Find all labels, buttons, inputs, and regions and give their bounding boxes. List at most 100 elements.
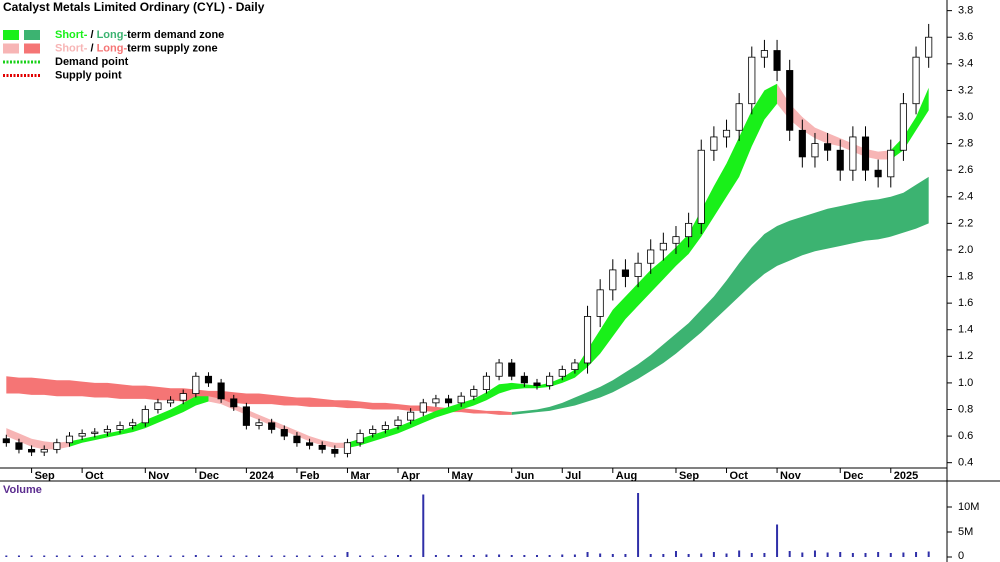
candle-body [217, 382, 225, 400]
volume-bar [599, 553, 602, 557]
volume-bar [687, 554, 690, 557]
y-tick-label: 1.0 [958, 377, 973, 389]
candle-body [444, 398, 453, 404]
candle-body [748, 56, 756, 105]
chart-title: Catalyst Metals Limited Ordinary (CYL) -… [3, 0, 265, 14]
candle-body [899, 103, 907, 151]
volume-bar [207, 555, 210, 557]
volume-bar [839, 552, 842, 557]
candle-body [318, 444, 326, 450]
candle-body [861, 136, 870, 171]
x-tick-label: Feb [300, 470, 320, 482]
volume-bar [472, 555, 475, 557]
y-tick-label: 3.4 [958, 58, 973, 70]
volume-bar [826, 552, 829, 557]
candle-body [583, 316, 592, 364]
x-tick-label: Sep [35, 470, 55, 482]
candle-body [381, 425, 389, 430]
volume-bar [674, 551, 677, 557]
volume-bar [548, 555, 551, 557]
legend-long: Long- [97, 42, 128, 54]
candle-body [457, 395, 465, 404]
volume-bar [662, 554, 665, 557]
y-tick-label: 1.4 [958, 324, 973, 336]
candle-body [659, 242, 667, 251]
x-tick-label: Apr [401, 470, 421, 482]
candle-body [470, 389, 478, 397]
y-tick-label: 0.6 [958, 430, 973, 442]
candle-body [621, 269, 629, 277]
volume-bar [523, 555, 526, 557]
volume-bar [434, 555, 437, 557]
volume-bar [927, 551, 930, 557]
volume-bar [877, 552, 880, 557]
volume-bar [55, 555, 58, 557]
volume-bar [359, 555, 362, 557]
legend-rest: term supply zone [127, 42, 217, 54]
y-tick-label: 3.8 [958, 5, 973, 17]
volume-bar [586, 552, 589, 557]
volume-title: Volume [3, 484, 42, 496]
volume-bar [346, 552, 349, 557]
volume-bar [384, 555, 387, 557]
volume-bar [93, 555, 96, 557]
volume-bar [232, 555, 235, 557]
volume-tick-label: 0 [958, 550, 964, 562]
volume-bar [30, 555, 33, 557]
candle-body [925, 36, 933, 58]
legend-swatch [24, 30, 40, 40]
candle-body [28, 448, 36, 453]
candle-body [887, 149, 895, 178]
volume-bar [371, 555, 374, 557]
legend-short: Short- [55, 29, 88, 41]
zone [69, 396, 209, 447]
y-tick-label: 2.2 [958, 217, 973, 229]
volume-bar [738, 550, 741, 557]
volume-bar [498, 554, 501, 557]
y-tick-label: 0.4 [958, 457, 973, 469]
volume-bar [801, 552, 804, 557]
candle-body [268, 422, 276, 430]
candle-body [65, 435, 74, 444]
volume-bar [460, 555, 463, 557]
candle-body [293, 435, 301, 444]
zone [511, 176, 929, 415]
legend-label: Supply point [55, 69, 122, 81]
volume-bar [902, 552, 905, 557]
volume-bar [535, 555, 538, 557]
volume-bar [763, 553, 766, 557]
y-tick-label: 2.4 [958, 191, 973, 203]
legend-sep: / [87, 42, 96, 54]
volume-bar [851, 553, 854, 557]
candle-body [129, 422, 137, 426]
volume-bar [258, 555, 261, 557]
y-tick-label: 1.8 [958, 270, 973, 282]
candle-body [167, 399, 175, 404]
x-tick-label: Sep [679, 470, 699, 482]
x-tick-label: 2025 [894, 470, 918, 482]
volume-bar [700, 553, 703, 557]
legend-label: Short- / Long-term demand zone [55, 29, 224, 41]
y-tick-label: 2.0 [958, 244, 973, 256]
volume-bar [510, 555, 513, 557]
candle-body [773, 50, 781, 71]
candle-body [204, 375, 213, 384]
volume-bar [194, 555, 197, 557]
volume-bar [447, 555, 450, 557]
volume-bar [295, 555, 298, 557]
candle-body [356, 433, 364, 444]
x-tick-label: Nov [148, 470, 170, 482]
x-tick-label: Oct [85, 470, 104, 482]
volume-tick-label: 5M [958, 526, 973, 538]
candle-body [722, 129, 731, 138]
candle-body [760, 50, 768, 58]
volume-bar [156, 555, 159, 557]
volume-bar [308, 555, 311, 557]
volume-bar [485, 554, 488, 557]
volume-bar [5, 555, 8, 557]
y-tick-label: 0.8 [958, 403, 973, 415]
x-tick-label: Dec [843, 470, 863, 482]
x-tick-label: Dec [199, 470, 219, 482]
y-tick-label: 2.6 [958, 164, 973, 176]
